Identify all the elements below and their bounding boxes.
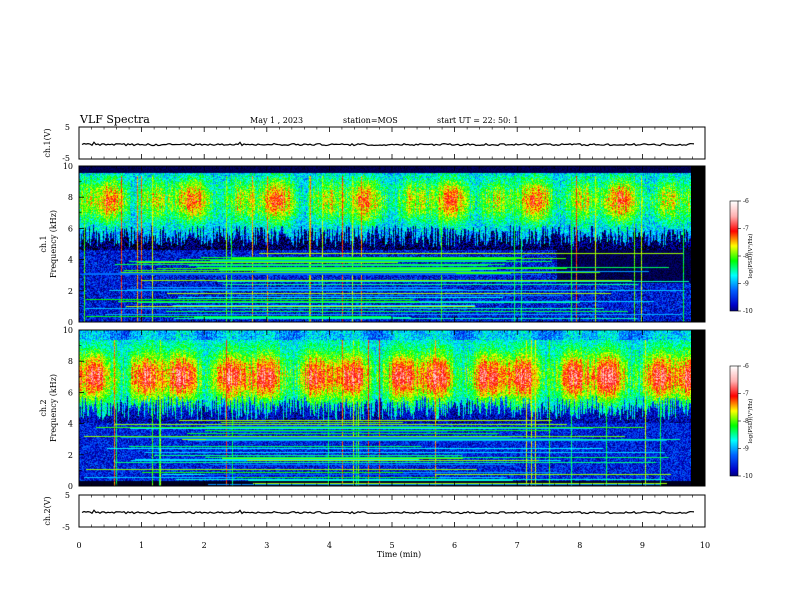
ch1-spectrogram-panel: 0 2 4 6 8 10 ch.1 Frequency (kHz) -6 -7 -8 -9 -10…: [39, 162, 754, 327]
ch1-colorbar-ticks: -6 -7 -8 -9 -10: [738, 198, 753, 315]
x-axis-ticks: [78, 127, 706, 527]
ch1-wave-ytick-bottom: -5: [62, 154, 70, 163]
ch1-wave-ytick-top: 5: [65, 123, 70, 132]
date-label: May 1 , 2023: [250, 116, 303, 125]
ch1-colorbar-tick-label: -10: [743, 308, 753, 315]
x-tick-label: 6: [452, 541, 457, 550]
ch1-colorbar-tick-label: -7: [743, 226, 749, 233]
ch1-wave-ylabel: ch.1(V): [43, 128, 52, 157]
x-axis-label: Time (min): [377, 550, 421, 559]
ch1-spec-ylabel-channel: ch.1: [39, 235, 48, 252]
ch2-spectrogram-yticks: 0 2 4 6 8 10: [63, 326, 705, 491]
x-tick-label: 0: [76, 541, 81, 550]
ch2-spectrogram-panel: 0 2 4 6 8 10 ch.2 Frequency (kHz) -6 -7 -8 -9 -10…: [39, 326, 754, 491]
ch2-colorbar-ticks: -6 -7 -8 -9 -10: [738, 363, 753, 480]
x-tick-label: 9: [640, 541, 645, 550]
x-tick-label: 10: [700, 541, 710, 550]
ch2-ytick-label: 10: [63, 326, 73, 335]
ch2-ytick-label: 6: [68, 388, 73, 397]
ch2-waveform-panel: 5 -5 ch.2(V): [43, 491, 706, 532]
ch2-colorbar: [730, 366, 738, 476]
x-tick-label: 4: [327, 541, 332, 550]
ch1-spectrogram-image: [79, 166, 691, 322]
ch2-colorbar-tick-label: -10: [743, 473, 753, 480]
ch2-ytick-label: 2: [68, 451, 73, 460]
ch2-colorbar-tick-label: -7: [743, 391, 749, 398]
ch1-spec-ylabel: Frequency (kHz): [49, 210, 58, 278]
start-time-label: start UT = 22: 50: 1: [437, 116, 518, 125]
ch1-colorbar-tick-label: -6: [743, 198, 749, 205]
ch1-ytick-label: 8: [68, 193, 73, 202]
x-tick-label: 2: [202, 541, 207, 550]
ch2-wave-ylabel: ch.2(V): [43, 496, 52, 525]
ch1-colorbar-label: log(PSD)(V²/Hz): [747, 234, 754, 279]
ch1-colorbar-tick-label: -9: [743, 281, 749, 288]
x-tick-label: 7: [515, 541, 520, 550]
ch2-ytick-label: 8: [68, 357, 73, 366]
ch2-spectrogram-image: [79, 330, 691, 486]
x-axis-tick-labels: 0 1 2 3 4 5 6 7 8 9 10: [76, 541, 710, 550]
ch2-colorbar-tick-label: -8: [743, 418, 749, 425]
ch2-wave-ytick-top: 5: [65, 491, 70, 500]
ch1-waveform-panel: 5 -5 ch.1(V): [43, 123, 706, 163]
ch1-ytick-label: 6: [68, 224, 73, 233]
ch2-colorbar-tick-label: -9: [743, 446, 749, 453]
ch1-colorbar: [730, 201, 738, 311]
ch1-ytick-label: 4: [68, 256, 73, 265]
x-tick-label: 8: [577, 541, 582, 550]
ch1-waveform-frame: [78, 126, 706, 160]
ch2-waveform-frame: [78, 494, 706, 528]
ch2-ytick-label: 0: [68, 482, 73, 491]
ch1-colorbar-tick-label: -8: [743, 253, 749, 260]
ch1-ytick-label: 10: [63, 162, 73, 171]
x-tick-label: 1: [139, 541, 144, 550]
figure-title: VLF Spectra: [79, 113, 150, 126]
ch1-ytick-label: 0: [68, 318, 73, 327]
ch2-colorbar-tick-label: -6: [743, 363, 749, 370]
ch2-waveform-line: [81, 509, 695, 515]
ch2-colorbar-label: log(PSD)(V²/Hz): [747, 399, 754, 444]
ch1-waveform-line: [81, 141, 695, 147]
x-tick-label: 3: [264, 541, 269, 550]
x-tick-label: 5: [389, 541, 394, 550]
ch1-ytick-label: 2: [68, 287, 73, 296]
ch2-ytick-label: 4: [68, 420, 73, 429]
ch2-wave-ytick-bottom: -5: [62, 523, 70, 532]
ch2-spec-ylabel-channel: ch.2: [39, 399, 48, 416]
ch2-spec-ylabel: Frequency (kHz): [49, 374, 58, 442]
station-label: station=MOS: [343, 116, 398, 125]
ch1-spectrogram-yticks: 0 2 4 6 8 10: [63, 162, 705, 327]
